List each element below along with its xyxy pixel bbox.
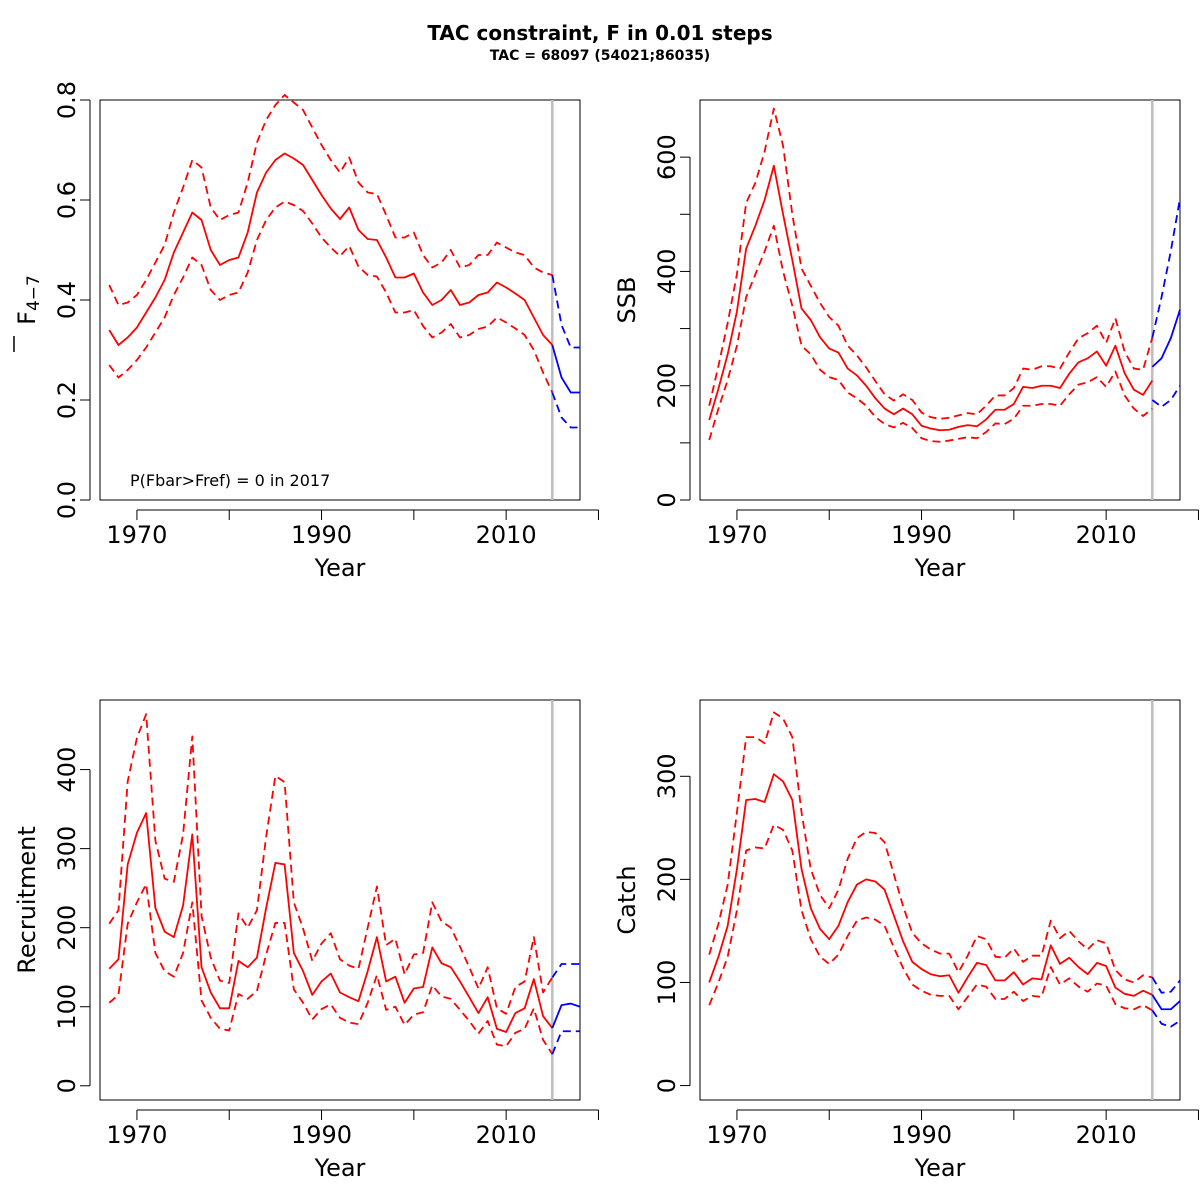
fbar-projection-upper-bound <box>551 274 580 349</box>
recruitment-y-tick-label: 0 <box>53 1078 81 1093</box>
recruitment-projection-lower-bound <box>551 1030 580 1055</box>
recruitment-x-tick-label: 2010 <box>476 1121 537 1149</box>
catch-y-tick-label: 300 <box>653 753 681 799</box>
recruitment-y-axis-label: Recruitment <box>13 826 41 973</box>
recruitment-plot-frame <box>99 699 581 1101</box>
ssb-series-lower-bound <box>708 224 1153 443</box>
recruitment-y-tick-label: 100 <box>53 984 81 1030</box>
ssb-series-upper-bound <box>708 107 1154 420</box>
catch-plot-frame <box>699 699 1181 1101</box>
recruitment-series-upper-bound <box>108 713 554 1015</box>
catch-y-tick-label: 200 <box>653 856 681 902</box>
figure-subtitle: TAC = 68097 (54021;86035) <box>490 48 710 64</box>
fbar-y-tick-label: 0.6 <box>53 181 81 219</box>
ssb-x-axis-label: Year <box>914 554 966 582</box>
recruitment-series-estimate <box>108 812 554 1033</box>
catch-projection-estimate <box>1151 994 1181 1011</box>
ssb-y-tick-label: 400 <box>653 249 681 295</box>
ssb-y-tick-label: 200 <box>653 363 681 409</box>
recruitment-y-tick-label: 400 <box>53 747 81 793</box>
fbar-x-axis-label: Year <box>314 554 366 582</box>
recruitment-projection-upper-bound <box>551 963 580 978</box>
fbar-y-tick-label: 0.0 <box>53 481 81 519</box>
catch-y-axis-label: Catch <box>613 865 641 934</box>
fbar-y-tick-label: 0.8 <box>53 81 81 119</box>
recruitment-series-lower-bound <box>108 883 554 1055</box>
catch-series-estimate <box>708 773 1153 997</box>
fbar-plot-frame <box>99 99 581 501</box>
ssb-y-axis-label: SSB <box>613 277 641 324</box>
ssb-plot-frame <box>699 99 1181 501</box>
ssb-x-tick-label: 2010 <box>1076 521 1137 549</box>
recruitment-y-tick-label: 200 <box>53 905 81 951</box>
catch-projection-lower-bound <box>1151 1009 1181 1028</box>
recruitment-x-tick-label: 1970 <box>106 1121 167 1149</box>
catch-x-tick-label: 2010 <box>1076 1121 1137 1149</box>
fbar-projection-estimate <box>551 344 580 394</box>
ssb-projection-lower-bound <box>1151 385 1181 408</box>
recruitment-projection-estimate <box>551 1002 581 1029</box>
fbar-series-lower-bound <box>108 200 554 393</box>
fbar-x-tick-label: 1990 <box>291 521 352 549</box>
fbar-series-upper-bound <box>108 94 553 306</box>
fbar-y-tick-label: 0.4 <box>53 281 81 319</box>
ssb-series-estimate <box>708 164 1154 432</box>
ssb-projection-upper-bound <box>1151 198 1181 338</box>
fbar-projection-lower-bound <box>551 392 580 429</box>
fbar-panel: 1970 1990 2010Year0.00.20.40.60.8F4−7P(Fba… <box>13 81 599 582</box>
ssb-x-tick-label: 1970 <box>706 521 767 549</box>
ssb-panel: 1970 1990 2010 Year 0 200 400 600 SSB <box>613 99 1199 582</box>
catch-x-axis-label: Year <box>914 1154 966 1182</box>
ssb-y-tick-label: 600 <box>653 134 681 180</box>
figure-title: TAC constraint, F in 0.01 steps <box>427 21 772 45</box>
recruitment-panel: 1970 1990 2010 Year 0 100 200 300 400 Recruitment <box>13 699 599 1182</box>
fbar-x-tick-label: 2010 <box>476 521 537 549</box>
ssb-projection-estimate <box>1151 309 1181 368</box>
catch-series-upper-bound <box>708 711 1153 984</box>
catch-panel: 1970 1990 2010 Year 0 100 200 300 Catch <box>613 699 1199 1182</box>
recruitment-y-tick-label: 300 <box>53 826 81 872</box>
recruitment-x-axis-label: Year <box>314 1154 366 1182</box>
catch-x-tick-label: 1970 <box>706 1121 767 1149</box>
recruitment-x-tick-label: 1990 <box>291 1121 352 1149</box>
fbar-series-estimate <box>108 152 553 346</box>
catch-x-tick-label: 1990 <box>891 1121 952 1149</box>
fbar-y-tick-label: 0.2 <box>53 381 81 419</box>
fbar-x-tick-label: 1970 <box>106 521 167 549</box>
catch-y-tick-label: 100 <box>653 960 681 1006</box>
catch-series-lower-bound <box>708 823 1153 1012</box>
ssb-x-tick-label: 1990 <box>891 521 952 549</box>
catch-y-tick-label: 0 <box>653 1078 681 1093</box>
ssb-y-tick-label: 0 <box>653 492 681 507</box>
fbar-annotation: P(Fbar>Fref) = 0 in 2017 <box>130 471 330 490</box>
